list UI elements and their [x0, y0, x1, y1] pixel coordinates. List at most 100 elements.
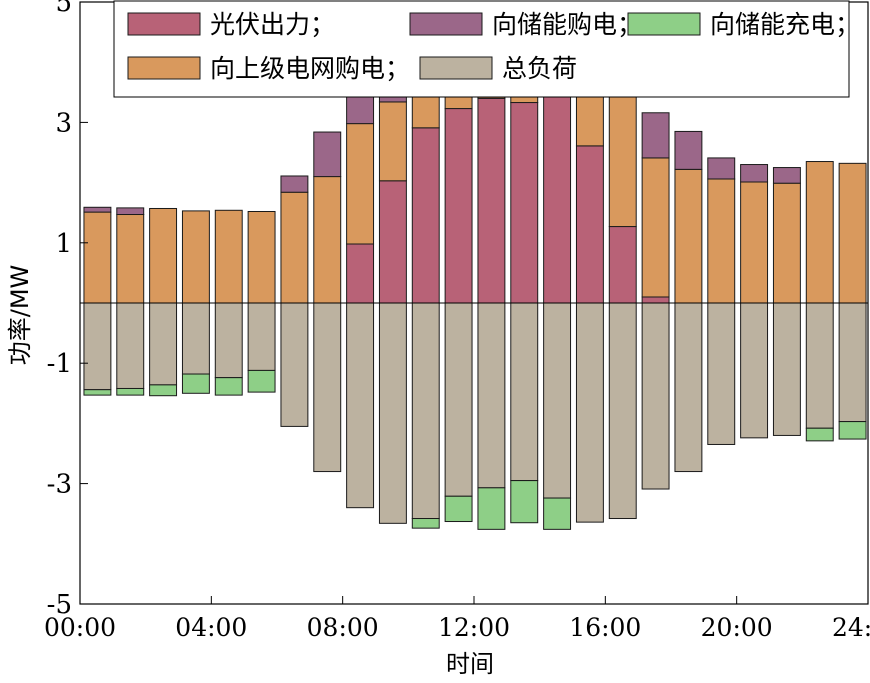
- bar-segment-h14-s4: [510, 480, 539, 524]
- bar-segment-h1-s4: [83, 389, 112, 396]
- y-tick-label: 3: [55, 108, 72, 138]
- y-tick-label: -5: [47, 590, 72, 620]
- bar-segment-h18-s1: [641, 157, 670, 298]
- bar-segment-h19-s2: [674, 130, 703, 170]
- legend-swatch: [127, 12, 201, 36]
- bar-segment-h19-s1: [674, 168, 703, 304]
- x-axis: 00:00 04:00 08:00 12:00 16:00 20:00 24:00: [44, 596, 870, 642]
- x-axis-label: 时间: [446, 650, 494, 678]
- legend-label: 向储能充电；: [710, 10, 860, 39]
- bar-segment-h2-s4: [116, 387, 145, 396]
- bar-segment-h10-s1: [378, 101, 407, 182]
- y-axis: 5 3 1 -1 -3 -5: [47, 0, 88, 620]
- bar-segment-h16-s0: [575, 145, 604, 304]
- bar-segment-h5-s1: [214, 209, 243, 304]
- bar-segment-h9-s3: [346, 302, 375, 509]
- bar-segment-h13-s3: [477, 302, 506, 489]
- legend-swatch: [409, 12, 483, 36]
- bar-segment-h17-s3: [608, 302, 637, 520]
- bar-segment-h23-s1: [805, 161, 834, 304]
- bar-segment-h2-s3: [116, 302, 145, 389]
- bar-segment-h11-s3: [411, 302, 440, 520]
- bar-segment-h6-s1: [247, 210, 276, 304]
- bar-segment-h1-s1: [83, 211, 112, 304]
- bar-segment-h4-s3: [181, 302, 210, 375]
- bar-segment-h17-s1: [608, 83, 637, 228]
- bar-segment-h6-s4: [247, 369, 276, 393]
- x-tick-label: 12:00: [438, 613, 510, 642]
- bar-segment-h15-s0: [543, 91, 572, 304]
- bar-segment-h24-s1: [838, 162, 867, 304]
- x-tick-label: 20:00: [701, 613, 773, 642]
- bar-segment-h2-s2: [116, 207, 145, 216]
- bar-segment-h24-s4: [838, 421, 867, 440]
- legend-swatch: [419, 56, 493, 80]
- bar-segment-h24-s3: [838, 302, 867, 423]
- x-tick-label: 24:00: [832, 613, 870, 642]
- bar-segment-h5-s4: [214, 377, 243, 396]
- bar-segment-h23-s4: [805, 427, 834, 442]
- bar-segment-h23-s3: [805, 302, 834, 429]
- bar-segment-h12-s0: [444, 108, 473, 304]
- bar-segment-h11-s0: [411, 127, 440, 304]
- bar-segment-h8-s3: [313, 302, 342, 473]
- y-tick-label: -3: [47, 470, 72, 500]
- bar-segment-h21-s2: [740, 164, 769, 183]
- bar-segment-h2-s1: [116, 214, 145, 304]
- bar-segment-h8-s2: [313, 131, 342, 178]
- bar-segment-h15-s3: [543, 302, 572, 499]
- bar-segment-h18-s0: [641, 296, 670, 304]
- x-tick-label: 04:00: [175, 613, 247, 642]
- bar-segment-h3-s1: [149, 207, 178, 304]
- legend-label: 向储能购电；: [492, 10, 642, 39]
- bar-segment-h13-s0: [477, 97, 506, 304]
- bar-segment-h7-s2: [280, 175, 309, 193]
- x-tick-label: 00:00: [44, 613, 116, 642]
- bar-segment-h14-s0: [510, 102, 539, 304]
- y-tick-label: -1: [47, 349, 72, 379]
- bar-segment-h3-s3: [149, 302, 178, 386]
- bar-segment-h15-s4: [543, 497, 572, 530]
- bar-segment-h20-s1: [707, 178, 736, 304]
- bar-segment-h6-s3: [247, 302, 276, 371]
- bar-segment-h18-s2: [641, 112, 670, 159]
- y-axis-label: 功率/MW: [6, 265, 34, 366]
- bar-segment-h22-s3: [772, 302, 801, 436]
- legend-swatch: [627, 12, 701, 36]
- bar-segment-h9-s2: [346, 95, 375, 125]
- legend-label: 光伏出力；: [210, 10, 335, 39]
- bar-segment-h14-s3: [510, 302, 539, 482]
- bar-segment-h8-s1: [313, 176, 342, 304]
- bar-segment-h13-s4: [477, 487, 506, 530]
- bar-segment-h19-s3: [674, 302, 703, 473]
- bar-segment-h17-s0: [608, 226, 637, 304]
- bar-segment-h4-s4: [181, 373, 210, 394]
- bar-segment-h9-s0: [346, 243, 375, 304]
- y-tick-label: 5: [55, 0, 72, 18]
- bar-segment-h22-s1: [772, 182, 801, 304]
- bar-segment-h20-s3: [707, 302, 736, 445]
- bar-segment-h4-s1: [181, 210, 210, 304]
- legend-swatch: [127, 56, 201, 80]
- bar-segment-h12-s3: [444, 302, 473, 497]
- legend-label: 总负荷: [502, 54, 577, 83]
- bar-segment-h18-s3: [641, 302, 670, 490]
- bar-segment-h10-s3: [378, 302, 407, 524]
- x-tick-label: 08:00: [307, 613, 379, 642]
- y-tick-label: 1: [55, 229, 72, 259]
- bar-segment-h20-s2: [707, 157, 736, 180]
- bar-segment-h1-s2: [83, 206, 112, 213]
- bar-segment-h5-s3: [214, 302, 243, 379]
- bar-segment-h21-s1: [740, 181, 769, 304]
- legend: 光伏出力； 向储能购电； 向储能充电； 向上级电网购电； 总负荷: [113, 0, 860, 98]
- bar-segment-h10-s0: [378, 180, 407, 304]
- bar-segment-h7-s1: [280, 191, 309, 304]
- bar-segment-h11-s4: [411, 518, 440, 529]
- bar-segment-h12-s4: [444, 495, 473, 523]
- bar-segment-h16-s3: [575, 302, 604, 523]
- bar-segment-h3-s4: [149, 384, 178, 397]
- legend-label: 向上级电网购电；: [210, 54, 410, 83]
- x-tick-label: 16:00: [569, 613, 641, 642]
- bar-segment-h22-s2: [772, 167, 801, 184]
